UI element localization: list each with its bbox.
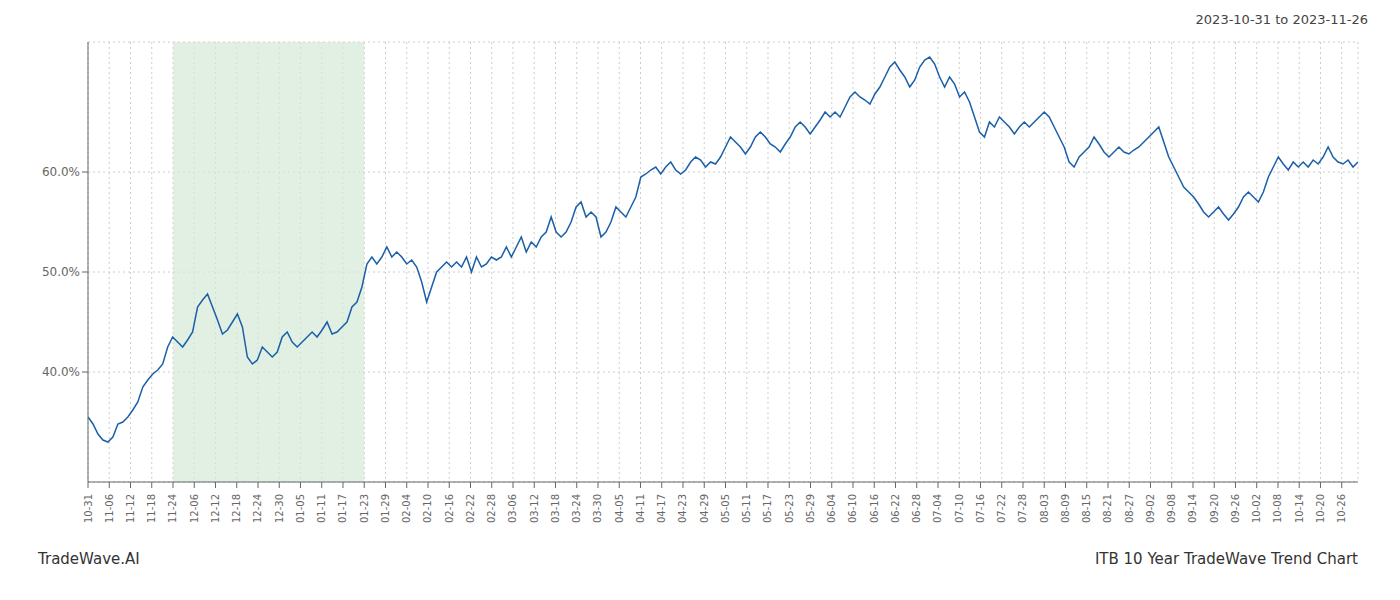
svg-text:01-11: 01-11 [316,494,327,523]
svg-text:06-04: 06-04 [826,494,837,523]
svg-text:06-28: 06-28 [911,494,922,523]
svg-text:12-06: 12-06 [189,494,200,523]
svg-text:09-26: 09-26 [1230,494,1241,523]
svg-text:01-05: 01-05 [295,494,306,523]
svg-text:06-22: 06-22 [890,494,901,523]
svg-text:50.0%: 50.0% [42,265,80,279]
svg-text:10-26: 10-26 [1336,494,1347,523]
html-text:2023-10-31 to 2023-11-26: 2023-10-31 to 2023-11-26 [1195,12,1368,27]
svg-text:08-27: 08-27 [1124,494,1135,523]
svg-text:09-08: 09-08 [1166,494,1177,523]
svg-text:12-12: 12-12 [210,494,221,523]
svg-text:09-14: 09-14 [1187,494,1198,523]
svg-text:07-16: 07-16 [975,494,986,523]
svg-text:12-18: 12-18 [231,494,242,523]
svg-text:11-24: 11-24 [167,494,178,523]
svg-text:10-08: 10-08 [1272,494,1283,523]
svg-text:11-12: 11-12 [125,494,136,523]
svg-text:10-20: 10-20 [1315,494,1326,523]
svg-text:07-10: 07-10 [954,494,965,523]
svg-text:10-02: 10-02 [1251,494,1262,523]
svg-text:07-28: 07-28 [1017,494,1028,523]
svg-text:60.0%: 60.0% [42,165,80,179]
svg-text:05-23: 05-23 [784,494,795,523]
svg-text:07-04: 07-04 [932,494,943,523]
svg-text:06-16: 06-16 [869,494,880,523]
svg-text:40.0%: 40.0% [42,365,80,379]
svg-text:03-12: 03-12 [529,494,540,523]
svg-text:04-29: 04-29 [699,494,710,523]
svg-text:08-15: 08-15 [1081,494,1092,523]
svg-text:05-05: 05-05 [720,494,731,523]
svg-text:05-17: 05-17 [762,494,773,523]
html-text:TradeWave.AI: TradeWave.AI [38,550,140,568]
svg-text:05-29: 05-29 [805,494,816,523]
svg-text:11-18: 11-18 [146,494,157,523]
svg-text:01-23: 01-23 [359,494,370,523]
svg-text:04-23: 04-23 [677,494,688,523]
svg-text:05-11: 05-11 [741,494,752,523]
svg-text:11-06: 11-06 [104,494,115,523]
svg-text:12-24: 12-24 [252,494,263,523]
html-text:ITB 10 Year TradeWave Trend Ch: ITB 10 Year TradeWave Trend Chart [1094,550,1358,568]
svg-text:08-03: 08-03 [1039,494,1050,523]
svg-text:02-28: 02-28 [486,494,497,523]
svg-text:03-30: 03-30 [592,494,603,523]
svg-text:06-10: 06-10 [847,494,858,523]
svg-text:02-04: 02-04 [401,494,412,523]
svg-text:03-18: 03-18 [550,494,561,523]
svg-text:09-02: 09-02 [1145,494,1156,523]
svg-text:03-06: 03-06 [507,494,518,523]
svg-text:10-31: 10-31 [83,494,94,523]
svg-text:04-11: 04-11 [635,494,646,523]
svg-text:04-05: 04-05 [614,494,625,523]
svg-text:09-20: 09-20 [1209,494,1220,523]
svg-text:02-16: 02-16 [444,494,455,523]
svg-text:07-22: 07-22 [996,494,1007,523]
svg-text:02-22: 02-22 [465,494,476,523]
svg-text:08-09: 08-09 [1060,494,1071,523]
svg-text:01-29: 01-29 [380,494,391,523]
svg-text:10-14: 10-14 [1294,494,1305,523]
svg-text:02-10: 02-10 [422,494,433,523]
svg-text:01-17: 01-17 [337,494,348,523]
svg-text:08-21: 08-21 [1102,494,1113,523]
svg-text:04-17: 04-17 [656,494,667,523]
svg-text:12-30: 12-30 [274,494,285,523]
svg-text:03-24: 03-24 [571,494,582,523]
